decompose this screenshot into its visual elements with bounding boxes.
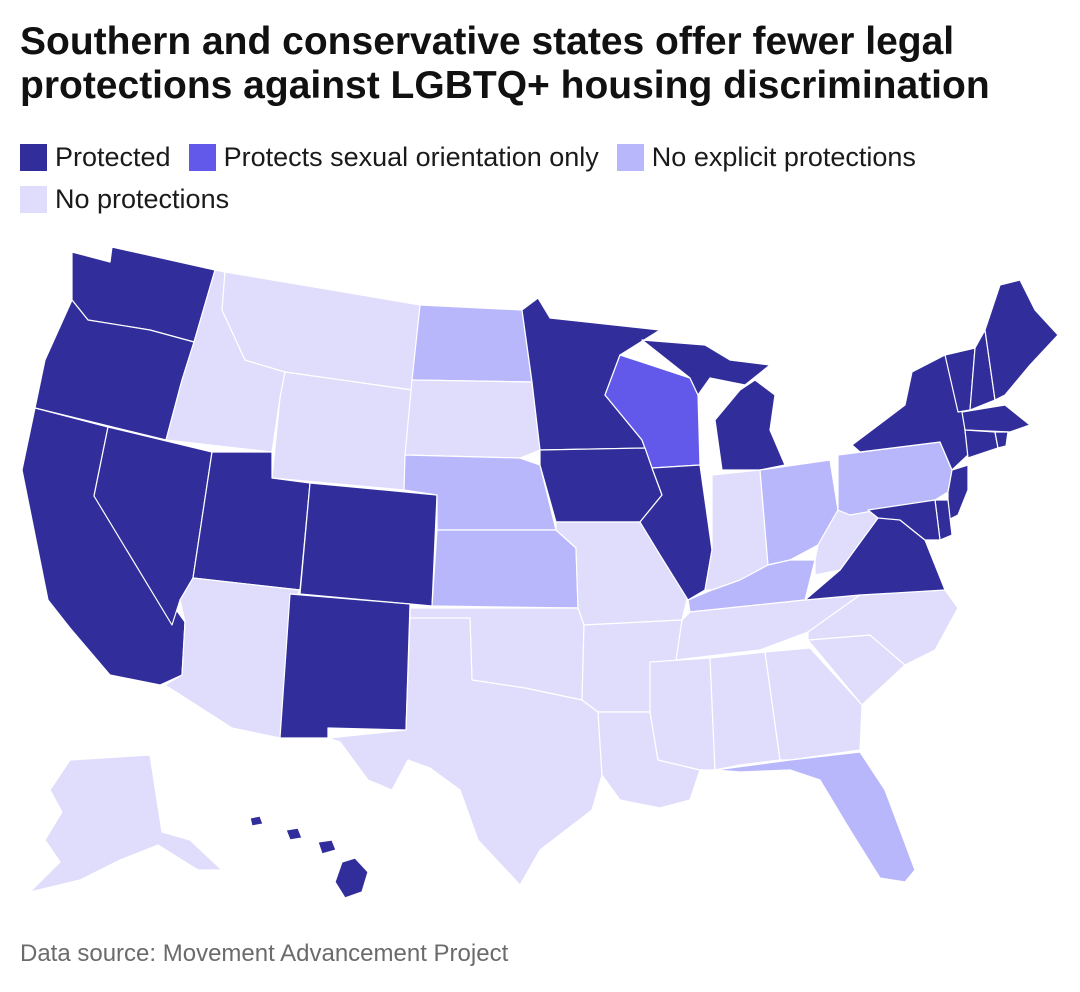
legend: Protected Protects sexual orientation on… [20, 142, 1060, 214]
legend-label-no-explicit: No explicit protections [651, 142, 916, 172]
state-nj [947, 464, 969, 521]
state-mi-upper [641, 339, 771, 396]
state-ak [29, 754, 223, 893]
state-az [164, 577, 301, 739]
state-hi-maui [317, 839, 337, 855]
state-hi-oahu [285, 827, 303, 841]
state-mi-lower [714, 379, 786, 471]
data-source: Data source: Movement Advancement Projec… [20, 940, 509, 967]
state-ma [961, 404, 1031, 433]
state-ct [964, 429, 999, 459]
legend-item-protected: Protected [20, 142, 171, 172]
legend-label-orientation: Protects sexual orientation only [223, 142, 599, 172]
state-al [709, 651, 781, 771]
state-nd [411, 304, 533, 383]
legend-item-orientation: Protects sexual orientation only [188, 142, 599, 172]
legend-swatch-none [20, 185, 47, 213]
legend-label-protected: Protected [55, 142, 171, 172]
state-wi [604, 354, 701, 469]
legend-item-none: No protections [20, 184, 229, 214]
state-fl [714, 751, 916, 883]
legend-item-no-explicit: No explicit protections [616, 142, 916, 172]
state-nm [279, 593, 411, 739]
state-ri [994, 431, 1009, 449]
legend-label-none: No protections [55, 184, 230, 214]
state-hi-kauai [249, 815, 264, 827]
us-choropleth-map [21, 246, 1059, 899]
state-sd [404, 379, 541, 459]
state-ia [539, 447, 663, 523]
state-me [984, 279, 1059, 401]
legend-swatch-orientation [188, 143, 216, 171]
legend-swatch-protected [20, 143, 47, 171]
state-ms [649, 657, 716, 771]
state-ks [431, 529, 579, 609]
state-ga [764, 647, 863, 761]
state-co [299, 482, 438, 607]
state-wy [271, 371, 413, 491]
state-hi-big-island [334, 857, 369, 899]
state-md [867, 499, 941, 541]
chart-title: Southern and conservative states offer f… [20, 20, 990, 107]
legend-swatch-no-explicit [616, 143, 644, 171]
